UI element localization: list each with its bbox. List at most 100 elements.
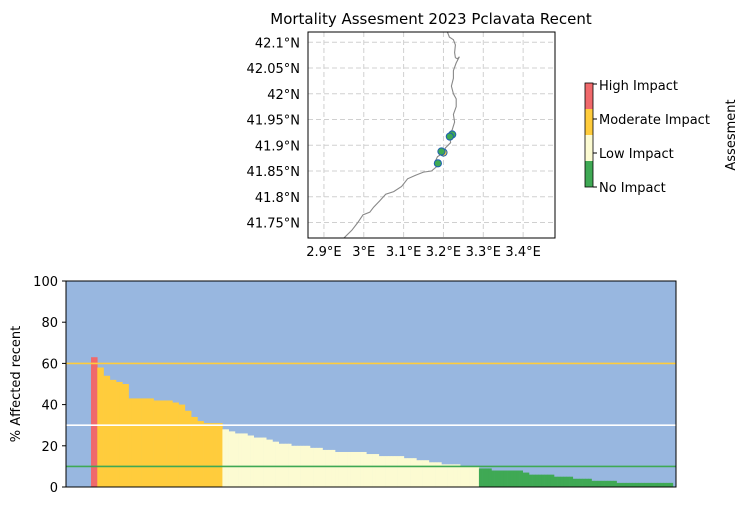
bar-low [341,451,345,487]
colorbar: High Impact Moderate Impact Low Impact N… [584,79,739,196]
bar-low [275,441,280,487]
bar-none [582,478,586,487]
bar-moderate [150,398,154,487]
bar-moderate [159,400,164,487]
bar-none [597,480,602,487]
bar-none [579,478,583,487]
bar-none [485,468,489,487]
bar-low [435,462,439,487]
bar-none [507,470,511,487]
map-y-tick: 42.1°N [255,36,300,51]
bar-y-tick: 40 [41,399,58,414]
bar-moderate [175,402,179,487]
bar-none [569,476,574,487]
map-y-tick-labels: 41.75°N 41.8°N 41.85°N 41.9°N 41.95°N 42°N 42.… [247,36,300,231]
bar-none [522,472,527,487]
colorbar-none [585,161,593,187]
bar-low [278,443,283,487]
bar-none [650,482,655,487]
bar-low [234,433,239,487]
bar-low [322,449,326,487]
bar-low [266,439,270,487]
bar-none [629,482,633,487]
colorbar-frame [584,82,594,188]
bar-moderate [112,379,117,487]
bar-low [406,458,411,487]
bar-low [469,466,473,487]
bar-low [472,466,477,487]
bar-low [272,441,276,487]
map-y-tick: 41.95°N [247,114,300,129]
map-x-tick: 3.3°E [466,245,501,260]
bar-moderate [200,421,204,487]
colorbar-tick-low: Low Impact [599,147,674,162]
bar-none [657,482,661,487]
bar-y-tick: 100 [33,275,58,290]
bar-moderate [147,398,151,487]
map-y-tick: 41.75°N [247,217,300,232]
map-x-tick: 3.2°E [426,245,461,260]
bar-none [635,482,639,487]
bar-low [247,435,251,487]
bar-low [241,433,245,487]
bar-none [660,482,664,487]
bar-low [391,456,395,487]
bar-none [622,482,627,487]
colorbar-moderate [585,109,593,135]
bar-low [369,454,373,487]
bar-low [238,433,242,487]
bar-none [488,468,492,487]
bar-none [538,474,542,487]
bar-low [378,456,383,487]
bar-none [666,482,671,487]
bar-plot-frame [65,280,677,488]
bar-none [532,474,536,487]
bar-high [91,357,95,487]
bar-none [644,482,649,487]
colorbar-tick-high: High Impact [599,79,678,94]
map-y-tick: 41.8°N [255,191,300,206]
bar-none [641,482,646,487]
colorbar-tick-none: No Impact [599,181,666,196]
bar-panel: 0 20 40 60 80 100 % Affected recent [9,275,677,496]
bar-none [497,470,502,487]
bar-none [594,480,599,487]
bar-moderate [141,398,145,487]
bar-moderate [181,404,186,487]
bar-low [388,456,392,487]
map-y-tick: 42.05°N [247,62,300,77]
bar-none [575,478,580,487]
bar-moderate [103,375,107,487]
bar-low [457,464,461,487]
bar-low [319,447,323,487]
bar-none [503,470,508,487]
bar-low [316,447,320,487]
bar-moderate [116,381,120,487]
bar-none [560,476,564,487]
bar-none [647,482,652,487]
bar-none [607,480,611,487]
bar-moderate [169,400,173,487]
bar-none [519,470,524,487]
bar-low [366,454,370,487]
bar-low [475,466,480,487]
bar-low [419,460,423,487]
bar-moderate [191,416,195,487]
bar-low [325,449,330,487]
bar-moderate [172,402,176,487]
bar-low [422,460,427,487]
bar-none [525,472,530,487]
bar-series [91,357,674,487]
bar-low [356,451,361,487]
bar-moderate [119,381,123,487]
bar-none [516,470,520,487]
bar-low [416,460,420,487]
bar-low [313,447,317,487]
bar-none [632,482,636,487]
bar-moderate [100,367,104,487]
bar-low [372,454,376,487]
bar-moderate [131,398,136,487]
bar-low [447,464,452,487]
bar-moderate [203,423,208,487]
bar-low [281,443,286,487]
